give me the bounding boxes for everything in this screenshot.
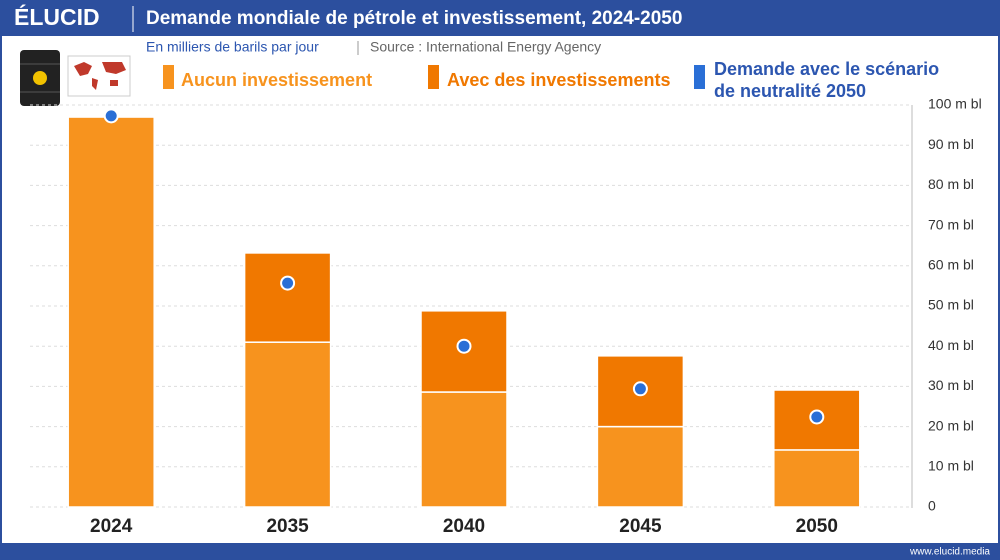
legend-label: Aucun investissement: [181, 70, 373, 90]
legend-swatch: [694, 65, 705, 89]
x-tick-label: 2035: [266, 516, 309, 537]
dot: [103, 108, 119, 124]
x-tick-label: 2024: [90, 516, 133, 537]
y-tick-label: 20 m bl: [928, 417, 974, 433]
y-tick-label: 60 m bl: [928, 257, 974, 273]
x-tick-label: 2050: [796, 516, 838, 537]
bar: [420, 391, 508, 508]
header-bar: [0, 0, 1000, 36]
logo: ÉLUCID: [14, 3, 100, 30]
bar: [596, 425, 685, 508]
legend-label: Demande avec le scénario de neutralité 2…: [714, 59, 940, 101]
bar: [243, 252, 332, 343]
y-tick-label: 80 m bl: [928, 176, 974, 192]
y-tick-label: 10 m bl: [928, 458, 974, 474]
map-icon: [67, 55, 131, 97]
dot: [456, 338, 472, 354]
y-tick-label: 100 m bl: [928, 96, 982, 112]
barrel-icon: [20, 50, 60, 106]
bar: [773, 449, 861, 508]
y-tick-label: 70 m bl: [928, 216, 974, 232]
source: Source : International Energy Agency: [370, 39, 601, 55]
footer-bar: [0, 543, 1000, 560]
y-tick-label: 50 m bl: [928, 297, 974, 313]
legend-swatch: [163, 65, 174, 89]
legend-swatch: [428, 65, 439, 89]
subtitle: En milliers de barils par jour: [146, 39, 319, 55]
y-tick-label: 30 m bl: [928, 377, 974, 393]
dot: [809, 409, 825, 425]
y-tick-label: 40 m bl: [928, 337, 974, 353]
y-tick-label: 90 m bl: [928, 136, 974, 152]
x-tick-label: 2040: [443, 516, 485, 537]
footer-url: www.elucid.media: [909, 547, 990, 558]
legend-label: Avec des investissements: [447, 70, 671, 90]
chart-title: Demande mondiale de pétrole et investiss…: [146, 8, 682, 29]
bar: [243, 341, 332, 508]
x-tick-label: 2045: [619, 516, 662, 537]
y-tick-label: 0: [928, 498, 936, 514]
dot: [280, 275, 296, 291]
bar: [67, 116, 155, 508]
dot: [632, 381, 648, 397]
